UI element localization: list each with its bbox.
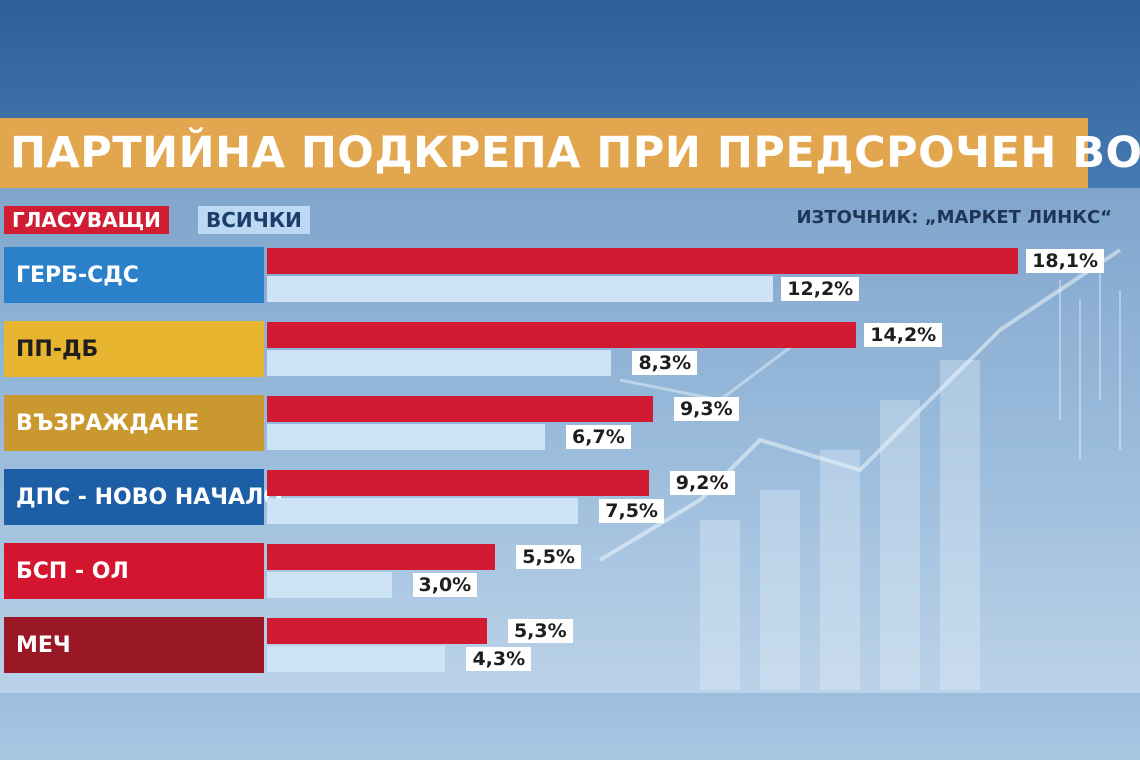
data-label: 18,1% <box>1026 249 1105 273</box>
bar-voters <box>267 470 649 496</box>
category-label: ДПС - НОВО НАЧАЛО <box>4 469 282 525</box>
bar-voters <box>267 618 487 644</box>
source-note: ИЗТОЧНИК: „МАРКЕТ ЛИНКС“ <box>796 207 1112 228</box>
data-label: 12,2% <box>781 277 860 301</box>
bar-voters <box>267 396 653 422</box>
category-label: ВЪЗРАЖДАНЕ <box>4 395 264 451</box>
data-label: 5,3% <box>507 619 573 643</box>
data-label: 7,5% <box>599 499 664 523</box>
data-label: 6,7% <box>566 425 631 449</box>
bar-all <box>267 424 546 450</box>
data-label: 3,0% <box>412 573 478 597</box>
category-label: ГЕРБ-СДС <box>4 247 264 303</box>
data-label: 8,3% <box>632 351 698 375</box>
category-label: ПП-ДБ <box>4 321 264 377</box>
category-label: БСП - ОЛ <box>4 543 264 599</box>
data-label: 14,2% <box>864 323 943 347</box>
chart-title: ПАРТИЙНА ПОДКРЕПА ПРИ ПРЕДСРОЧЕН ВОТ <box>10 128 1140 178</box>
data-label: 9,3% <box>673 397 739 421</box>
bar-all <box>267 350 612 376</box>
bar-all <box>267 572 392 598</box>
bar-all <box>267 498 579 524</box>
data-label: 4,3% <box>466 647 532 671</box>
legend-all: ВСИЧКИ <box>198 206 310 234</box>
bar-voters <box>267 322 857 348</box>
data-label: 5,5% <box>516 545 581 569</box>
data-label: 9,2% <box>669 471 735 495</box>
bar-voters <box>267 248 1019 274</box>
bar-voters <box>267 544 496 570</box>
category-label: МЕЧ <box>4 617 264 673</box>
bar-all <box>267 276 774 302</box>
legend-voters: ГЛАСУВАЩИ <box>4 206 169 234</box>
bar-all <box>267 646 446 672</box>
title-bar: ПАРТИЙНА ПОДКРЕПА ПРИ ПРЕДСРОЧЕН ВОТ <box>0 118 1140 188</box>
